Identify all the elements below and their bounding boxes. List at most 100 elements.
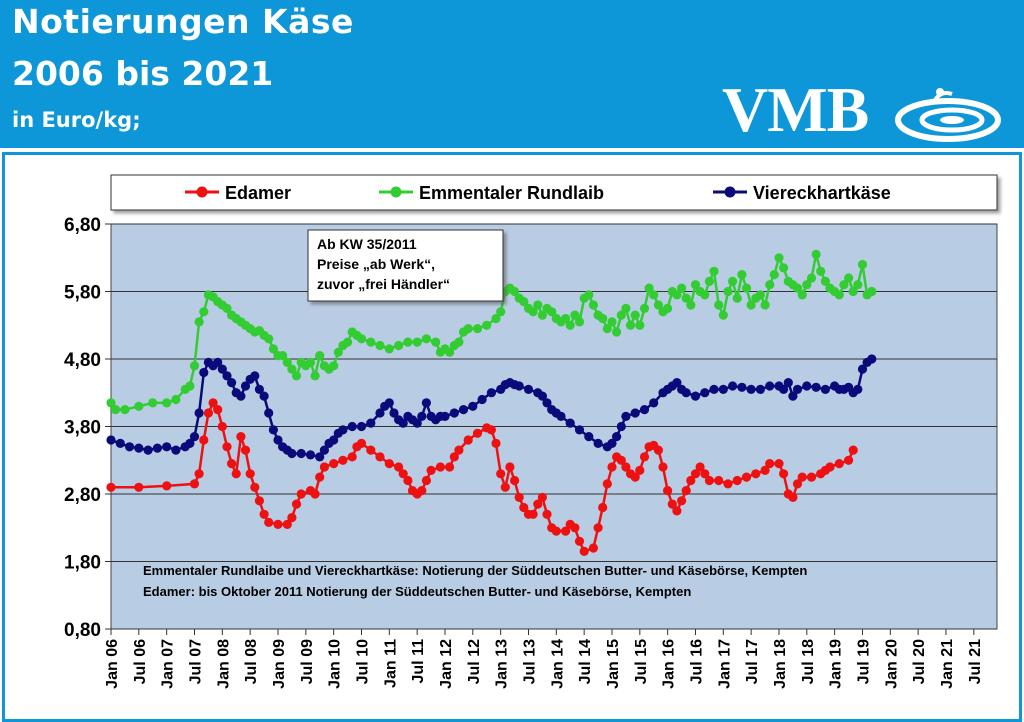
series-edamer bbox=[106, 398, 858, 556]
data-point-edamer bbox=[561, 526, 571, 536]
data-point-emmentaler bbox=[287, 364, 297, 374]
data-point-emmentaler bbox=[199, 307, 209, 317]
vmb-logo-swirl-icon bbox=[895, 88, 1001, 142]
y-tick-label: 4,80 bbox=[64, 350, 101, 371]
data-point-viereckhartkaese bbox=[542, 398, 552, 408]
data-point-viereckhartkaese bbox=[347, 421, 357, 432]
data-point-emmentaler bbox=[305, 357, 316, 367]
data-point-edamer bbox=[231, 469, 241, 479]
data-point-viereckhartkaese bbox=[268, 425, 278, 435]
x-tick-label: Jan 18 bbox=[772, 639, 789, 689]
x-tick-label: Jul 15 bbox=[633, 639, 650, 684]
data-point-edamer bbox=[681, 486, 691, 496]
x-tick-label: Jul 08 bbox=[243, 639, 260, 684]
data-point-edamer bbox=[421, 475, 431, 486]
data-point-emmentaler bbox=[185, 381, 195, 391]
data-point-emmentaler bbox=[844, 273, 854, 283]
data-point-emmentaler bbox=[134, 401, 144, 411]
data-point-edamer bbox=[774, 459, 784, 469]
data-point-emmentaler bbox=[528, 307, 538, 317]
y-tick-label: 5,80 bbox=[64, 283, 101, 304]
data-point-edamer bbox=[491, 438, 501, 448]
data-point-viereckhartkaese bbox=[287, 448, 297, 459]
data-point-emmentaler bbox=[746, 300, 756, 310]
data-point-viereckhartkaese bbox=[584, 432, 594, 442]
page-title: Notierungen Käse bbox=[12, 2, 354, 41]
data-point-viereckhartkaese bbox=[440, 411, 450, 421]
data-point-viereckhartkaese bbox=[217, 364, 227, 374]
data-point-emmentaler bbox=[291, 371, 302, 381]
data-point-emmentaler bbox=[704, 276, 715, 286]
data-point-edamer bbox=[259, 509, 269, 519]
data-point-viereckhartkaese bbox=[264, 408, 274, 418]
data-point-edamer bbox=[533, 499, 543, 509]
data-point-viereckhartkaese bbox=[329, 435, 339, 445]
data-point-viereckhartkaese bbox=[194, 408, 204, 418]
data-point-viereckhartkaese bbox=[523, 384, 534, 394]
data-point-viereckhartkaese bbox=[171, 445, 181, 455]
data-point-viereckhartkaese bbox=[486, 388, 496, 398]
y-tick-label: 0,80 bbox=[64, 620, 101, 641]
data-point-viereckhartkaese bbox=[458, 405, 469, 415]
data-point-emmentaler bbox=[106, 398, 116, 408]
data-point-emmentaler bbox=[741, 283, 752, 293]
data-point-edamer bbox=[296, 489, 306, 499]
page-subtitle-unit: in Euro/kg; bbox=[12, 108, 141, 132]
data-point-emmentaler bbox=[857, 259, 868, 270]
data-point-emmentaler bbox=[268, 344, 278, 354]
data-point-emmentaler bbox=[732, 293, 742, 303]
x-tick-label: Jan 14 bbox=[549, 639, 566, 689]
data-point-viereckhartkaese bbox=[259, 391, 269, 401]
legend-marker-viereckhartkaese bbox=[724, 186, 736, 198]
data-point-emmentaler bbox=[811, 249, 821, 259]
data-point-edamer bbox=[579, 546, 589, 556]
data-point-emmentaler bbox=[802, 280, 812, 290]
data-point-edamer bbox=[282, 519, 292, 529]
data-point-emmentaler bbox=[760, 300, 770, 310]
data-point-viereckhartkaese bbox=[236, 391, 246, 401]
footnote-emmentaler-viereck: Emmentaler Rundlaibe und Viereckhartkäse… bbox=[143, 563, 807, 578]
data-point-emmentaler bbox=[565, 320, 575, 330]
data-point-viereckhartkaese bbox=[240, 381, 251, 391]
data-point-emmentaler bbox=[282, 357, 292, 367]
data-point-edamer bbox=[635, 465, 645, 475]
x-tick-label: Jul 06 bbox=[132, 639, 149, 684]
data-point-emmentaler bbox=[472, 324, 483, 334]
data-series bbox=[106, 249, 877, 556]
data-point-viereckhartkaese bbox=[853, 384, 863, 394]
data-point-viereckhartkaese bbox=[319, 445, 329, 455]
data-point-emmentaler bbox=[598, 313, 608, 324]
data-point-edamer bbox=[496, 469, 506, 479]
data-point-edamer bbox=[189, 479, 200, 489]
data-point-viereckhartkaese bbox=[811, 382, 821, 392]
data-point-viereckhartkaese bbox=[612, 432, 622, 442]
data-point-emmentaler bbox=[537, 310, 548, 320]
data-point-viereckhartkaese bbox=[356, 421, 367, 432]
data-point-emmentaler bbox=[635, 320, 645, 330]
data-point-edamer bbox=[667, 499, 677, 509]
data-point-viereckhartkaese bbox=[222, 371, 232, 381]
data-point-edamer bbox=[463, 435, 473, 445]
data-point-edamer bbox=[663, 486, 673, 496]
data-point-viereckhartkaese bbox=[802, 381, 812, 391]
annotation-line-3: zuvor „frei Händler“ bbox=[317, 276, 450, 292]
data-point-viereckhartkaese bbox=[574, 425, 585, 435]
data-point-viereckhartkaese bbox=[296, 448, 306, 459]
series-emmentaler bbox=[106, 249, 877, 415]
y-tick-label: 1,80 bbox=[64, 553, 101, 574]
data-point-edamer bbox=[607, 462, 617, 472]
data-point-edamer bbox=[695, 462, 705, 472]
data-point-viereckhartkaese bbox=[338, 425, 348, 435]
data-point-edamer bbox=[690, 469, 701, 479]
y-tick-label: 2,80 bbox=[64, 485, 101, 506]
data-point-edamer bbox=[329, 459, 339, 469]
data-point-edamer bbox=[848, 445, 858, 455]
data-point-emmentaler bbox=[445, 347, 455, 357]
legend-box bbox=[110, 174, 998, 211]
data-point-viereckhartkaese bbox=[477, 394, 487, 405]
data-point-edamer bbox=[723, 479, 733, 489]
x-axis-labels: Jan 06 Jul 06 Jan 07 Jul 07 Jan 08 Jul 08 Jan … bbox=[104, 639, 984, 689]
data-point-viereckhartkaese bbox=[746, 384, 756, 394]
data-point-edamer bbox=[315, 472, 325, 482]
data-point-edamer bbox=[639, 452, 650, 462]
